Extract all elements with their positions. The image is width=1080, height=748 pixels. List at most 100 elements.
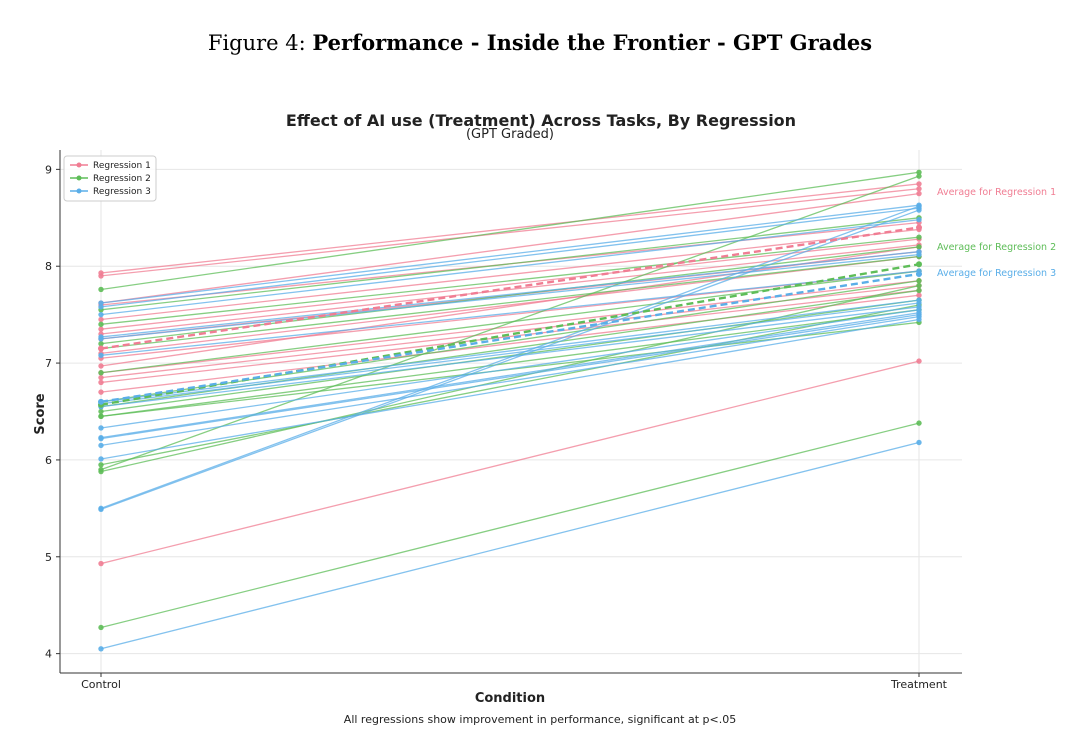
series-line bbox=[100, 192, 920, 304]
data-point bbox=[98, 456, 104, 462]
data-point bbox=[916, 420, 922, 426]
data-point bbox=[916, 439, 922, 446]
series-line bbox=[100, 302, 920, 405]
data-point bbox=[916, 358, 922, 364]
data-point bbox=[98, 408, 104, 415]
data-point bbox=[98, 389, 104, 395]
series-line bbox=[100, 280, 920, 374]
series-line bbox=[100, 204, 920, 304]
data-point bbox=[98, 646, 104, 652]
footnote: All regressions show improvement in perf… bbox=[343, 713, 737, 726]
data-point bbox=[916, 300, 922, 306]
data-point bbox=[916, 203, 922, 209]
legend: Regression 1 Regression 2 Regression 3 bbox=[63, 155, 157, 202]
data-point bbox=[916, 186, 922, 192]
series-line bbox=[100, 315, 920, 447]
series-line bbox=[100, 255, 920, 350]
y-axis-label: Score bbox=[33, 393, 48, 434]
series-line bbox=[100, 171, 920, 291]
data-point bbox=[916, 287, 922, 294]
figure-title: Performance - Inside the Frontier - GPT … bbox=[312, 30, 873, 55]
series-line bbox=[100, 236, 920, 325]
series-line bbox=[100, 314, 920, 440]
data-point bbox=[98, 336, 104, 342]
chart-title: Effect of AI use (Treatment) Across Task… bbox=[286, 111, 796, 130]
series-line bbox=[100, 183, 920, 274]
average-label: Average for Regression 1 bbox=[937, 187, 1056, 198]
average-line bbox=[100, 226, 920, 350]
data-point bbox=[98, 352, 104, 359]
average-point bbox=[916, 224, 922, 231]
series-line bbox=[100, 228, 920, 321]
data-point bbox=[916, 207, 922, 213]
series-line bbox=[100, 441, 920, 650]
series-line bbox=[100, 422, 920, 629]
data-point bbox=[916, 292, 922, 298]
data-point bbox=[98, 316, 104, 323]
series-line bbox=[100, 205, 920, 509]
data-lines bbox=[98, 169, 922, 652]
series-line bbox=[100, 294, 920, 393]
data-point bbox=[916, 244, 922, 250]
average-point bbox=[98, 345, 104, 352]
series-line bbox=[100, 219, 920, 316]
series-line bbox=[100, 217, 920, 311]
x-tick-label: Control bbox=[81, 678, 121, 691]
data-point bbox=[98, 311, 104, 318]
data-point bbox=[98, 286, 104, 293]
data-point bbox=[98, 363, 104, 369]
average-point bbox=[98, 398, 104, 405]
average-label: Average for Regression 3 bbox=[937, 268, 1056, 279]
series-line bbox=[100, 207, 920, 308]
data-point bbox=[916, 217, 922, 223]
data-point bbox=[98, 425, 104, 431]
data-point bbox=[916, 181, 922, 187]
average-lines: Average for Regression 1 Average for Regr… bbox=[98, 187, 1056, 408]
series-line bbox=[100, 304, 920, 466]
series-line bbox=[100, 270, 920, 356]
legend-marker bbox=[76, 188, 82, 194]
average-line bbox=[100, 272, 920, 404]
data-point bbox=[98, 506, 104, 513]
axes: 4 5 6 7 8 9 Control Treatment bbox=[45, 150, 962, 691]
data-point bbox=[98, 379, 104, 386]
data-point bbox=[916, 251, 922, 258]
legend-label: Regression 3 bbox=[93, 187, 151, 197]
data-point bbox=[98, 435, 104, 442]
data-point bbox=[98, 413, 104, 420]
x-tick-label: Treatment bbox=[890, 678, 948, 691]
data-point bbox=[98, 304, 104, 310]
legend-marker bbox=[76, 175, 82, 181]
y-tick-label: 9 bbox=[45, 163, 52, 176]
data-point bbox=[98, 560, 104, 567]
series-line bbox=[100, 251, 920, 338]
data-point bbox=[98, 442, 104, 449]
data-point bbox=[98, 462, 104, 468]
average-point bbox=[916, 270, 922, 277]
y-tick-label: 6 bbox=[45, 454, 52, 467]
data-point bbox=[916, 234, 922, 240]
series-line bbox=[100, 312, 920, 439]
series-line bbox=[100, 270, 920, 374]
data-point bbox=[916, 190, 922, 197]
data-point bbox=[916, 278, 922, 284]
series-line bbox=[100, 209, 920, 510]
series-line bbox=[100, 246, 920, 367]
legend-box bbox=[63, 155, 157, 202]
legend-label: Regression 1 bbox=[93, 161, 151, 171]
data-point bbox=[98, 374, 104, 381]
series-line bbox=[100, 299, 920, 403]
data-point bbox=[98, 341, 104, 347]
x-axis-label: Condition bbox=[475, 691, 545, 706]
data-point bbox=[916, 282, 922, 289]
data-point bbox=[98, 321, 104, 328]
data-point bbox=[98, 273, 104, 279]
data-point bbox=[98, 326, 104, 332]
series-line bbox=[100, 309, 920, 429]
legend-marker bbox=[76, 162, 82, 168]
figure-caption: Figure 4: Performance - Inside the Front… bbox=[0, 30, 1080, 55]
data-point bbox=[98, 370, 104, 376]
series-line bbox=[100, 188, 920, 277]
series-line bbox=[100, 238, 920, 330]
